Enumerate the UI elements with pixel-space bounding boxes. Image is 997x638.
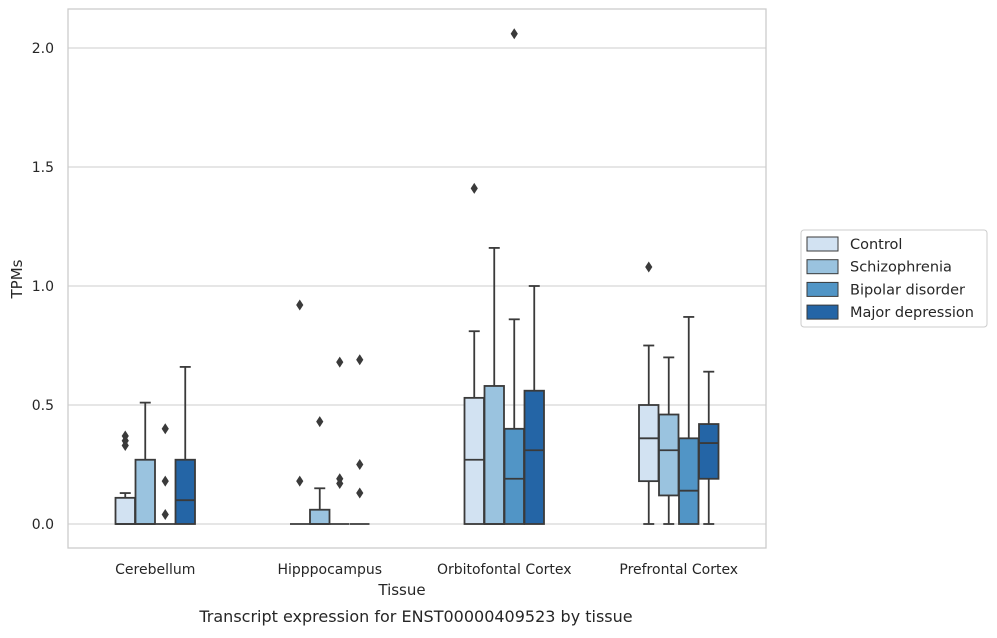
box-schizophrenia-orbitofontal-cortex xyxy=(483,247,505,525)
x-axis-ticks: Cerebellum Hipppocampus Orbitofontal Corte… xyxy=(115,562,738,578)
box-body xyxy=(503,427,525,525)
outlier-point xyxy=(161,423,169,435)
outlier-point xyxy=(645,261,653,273)
box-bipolar-disorder-cerebellum xyxy=(155,423,175,525)
box-body xyxy=(309,508,331,525)
outlier-point xyxy=(336,473,344,485)
y-axis-ticks: 0.0 0.5 1.0 1.5 2.0 xyxy=(32,41,54,533)
box-major-depression-cerebellum xyxy=(174,366,196,525)
box-body xyxy=(678,437,700,525)
box-body xyxy=(114,496,136,525)
outlier-point xyxy=(356,354,364,366)
x-tick-label: Prefrontal Cortex xyxy=(619,562,738,578)
outlier-point xyxy=(356,459,364,470)
legend-swatch xyxy=(806,236,839,252)
legend-label: Bipolar disorder xyxy=(850,282,965,298)
outlier-point xyxy=(296,299,304,311)
box-body xyxy=(523,389,545,525)
box-control-prefrontal-cortex xyxy=(638,261,660,525)
box-control-orbitofontal-cortex xyxy=(463,182,485,525)
box-bipolar-disorder-hipppocampus xyxy=(330,356,350,525)
outlier-point xyxy=(316,416,324,428)
outlier-point xyxy=(510,28,518,40)
box-body xyxy=(483,385,505,525)
box-body xyxy=(463,396,485,525)
outlier-point xyxy=(161,508,169,520)
box-body xyxy=(134,458,156,525)
box-body xyxy=(698,423,720,480)
outlier-point xyxy=(296,475,304,487)
box-bipolar-disorder-orbitofontal-cortex xyxy=(503,28,525,525)
plot-frame xyxy=(67,8,767,549)
y-axis-label: TPMs xyxy=(8,259,26,299)
outlier-point xyxy=(356,487,364,499)
box-body xyxy=(658,413,680,497)
outlier-point xyxy=(161,475,169,487)
legend-label: Control xyxy=(850,237,902,253)
box-body xyxy=(638,404,660,483)
x-tick-label: Hipppocampus xyxy=(277,562,382,578)
box-major-depression-orbitofontal-cortex xyxy=(523,285,545,525)
y-tick-label: 1.5 xyxy=(32,160,54,176)
box-schizophrenia-prefrontal-cortex xyxy=(658,356,680,525)
legend-swatch xyxy=(806,304,839,320)
box-schizophrenia-hipppocampus xyxy=(309,416,331,525)
x-tick-label: Cerebellum xyxy=(115,562,195,578)
box-bipolar-disorder-prefrontal-cortex xyxy=(678,316,700,525)
y-tick-label: 2.0 xyxy=(32,41,54,57)
y-tick-label: 0.5 xyxy=(32,398,54,414)
y-tick-label: 0.0 xyxy=(32,517,54,533)
box-major-depression-prefrontal-cortex xyxy=(698,370,720,525)
legend-label: Schizophrenia xyxy=(850,260,952,276)
y-tick-label: 1.0 xyxy=(32,279,54,295)
x-axis-label: Tissue xyxy=(377,581,425,599)
legend-items: Control Schizophrenia Bipolar disorder Majo… xyxy=(806,236,974,321)
box-control-hipppocampus xyxy=(290,299,310,525)
box-body xyxy=(174,458,196,525)
box-major-depression-hipppocampus xyxy=(350,354,370,525)
figure-caption: Transcript expression for ENST0000040952… xyxy=(198,607,632,626)
outlier-point xyxy=(121,430,129,442)
legend-swatch xyxy=(806,281,839,297)
box-layer xyxy=(114,28,720,525)
x-tick-label: Orbitofontal Cortex xyxy=(437,562,572,578)
legend-swatch xyxy=(806,259,839,275)
box-control-cerebellum xyxy=(114,430,136,525)
legend-label: Major depression xyxy=(850,305,974,321)
legend-frame xyxy=(800,229,988,328)
box-schizophrenia-cerebellum xyxy=(134,401,156,525)
legend: Control Schizophrenia Bipolar disorder Majo… xyxy=(800,229,988,328)
outlier-point xyxy=(470,182,478,194)
outlier-point xyxy=(336,356,344,368)
